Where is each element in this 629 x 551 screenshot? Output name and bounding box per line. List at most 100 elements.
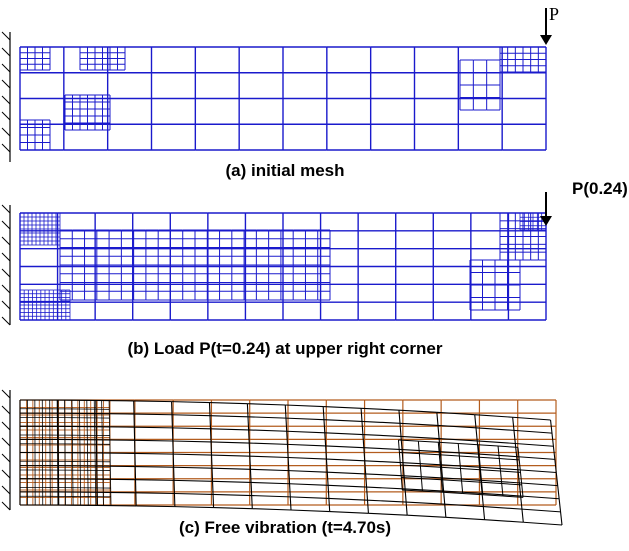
mesh-line xyxy=(247,416,287,419)
mesh-line xyxy=(249,455,289,459)
mesh-line xyxy=(173,466,213,469)
caption: (b) Load P(t=0.24) at upper right corner xyxy=(127,339,442,358)
mesh-line xyxy=(96,465,136,468)
mesh-line xyxy=(519,482,558,487)
mesh-line xyxy=(422,490,443,493)
mesh-line xyxy=(1,421,11,431)
mesh-line xyxy=(329,510,369,514)
mesh-line xyxy=(401,477,422,480)
mesh-line xyxy=(406,501,445,505)
mesh-line xyxy=(286,430,325,434)
mesh-line xyxy=(328,484,367,488)
mesh-line xyxy=(171,401,210,404)
mesh-line xyxy=(1,268,11,278)
mesh-line xyxy=(134,452,174,455)
mesh-line xyxy=(475,427,515,431)
mesh-line xyxy=(438,441,459,444)
mesh-line xyxy=(418,440,439,443)
mesh-line xyxy=(483,506,522,510)
mesh-line xyxy=(96,439,135,441)
mesh-line xyxy=(399,422,439,427)
load-label: P xyxy=(549,4,559,24)
load-arrow xyxy=(540,216,552,226)
mesh-line xyxy=(363,447,403,451)
mesh-line xyxy=(174,492,214,495)
mesh-line xyxy=(419,453,440,456)
mesh-line xyxy=(1,300,11,310)
mesh-line xyxy=(439,438,478,442)
mesh-line xyxy=(134,426,173,429)
mesh-line xyxy=(290,496,329,499)
mesh-line xyxy=(209,415,249,418)
mesh-line xyxy=(171,414,211,417)
mesh-line xyxy=(1,95,11,105)
mesh-line xyxy=(172,427,211,430)
mesh-line xyxy=(213,493,252,497)
mesh-line xyxy=(478,444,499,447)
mesh-line xyxy=(404,475,443,479)
mesh-line xyxy=(1,204,11,214)
mesh-line xyxy=(210,428,249,431)
mesh-line xyxy=(407,514,446,518)
mesh-line xyxy=(1,143,11,153)
mesh-line xyxy=(520,495,560,500)
mesh-line xyxy=(403,462,442,466)
caption: (a) initial mesh xyxy=(225,161,344,180)
mesh-line xyxy=(361,420,401,424)
mesh-line xyxy=(477,440,516,445)
mesh-line xyxy=(247,403,286,406)
mesh-line xyxy=(513,429,553,434)
mesh-line xyxy=(1,79,11,89)
mesh-line xyxy=(440,466,461,469)
mesh-line xyxy=(462,492,483,496)
mesh-line xyxy=(1,485,11,495)
mesh-line xyxy=(480,469,501,472)
mesh-line xyxy=(323,419,363,422)
mesh-line xyxy=(173,453,212,456)
mesh-line xyxy=(442,491,463,494)
mesh-line xyxy=(1,31,11,41)
mesh-line xyxy=(287,443,326,447)
mesh-line xyxy=(479,456,500,460)
mesh-line xyxy=(367,499,407,503)
mesh-line xyxy=(402,489,423,492)
mesh-line xyxy=(209,402,248,405)
mesh-line xyxy=(364,460,404,464)
mesh-line xyxy=(328,497,368,501)
mesh-line xyxy=(174,506,214,509)
mesh-line xyxy=(1,405,11,415)
mesh-line xyxy=(479,466,519,471)
mesh-line xyxy=(1,469,11,479)
mesh-line xyxy=(324,432,363,436)
mesh-line xyxy=(366,486,406,490)
mesh-line xyxy=(1,111,11,121)
mesh-line xyxy=(460,467,481,471)
caption: (c) Free vibration (t=4.70s) xyxy=(179,518,391,537)
mesh-line xyxy=(480,479,520,484)
mesh-line xyxy=(399,452,420,455)
mesh-line xyxy=(523,521,563,526)
mesh-line xyxy=(482,494,503,497)
mesh-line xyxy=(248,429,287,432)
mesh-line xyxy=(1,252,11,262)
mesh-line xyxy=(482,492,521,497)
mesh-line xyxy=(437,424,477,429)
mesh-line xyxy=(500,470,521,473)
mesh-line xyxy=(135,479,175,481)
mesh xyxy=(1,8,563,526)
mesh-line xyxy=(398,439,419,442)
mesh-line xyxy=(521,508,561,513)
mesh-line xyxy=(1,437,11,447)
mesh-line xyxy=(444,503,484,508)
mesh-line xyxy=(251,481,290,485)
mesh-line xyxy=(441,479,462,482)
mesh-line xyxy=(365,473,405,477)
mesh-line xyxy=(134,439,173,442)
mesh-line xyxy=(210,441,250,444)
mesh-line xyxy=(478,453,517,458)
mesh-line xyxy=(211,454,250,457)
mesh-line xyxy=(515,442,554,447)
mesh-line xyxy=(95,412,135,415)
mesh-line xyxy=(1,47,11,57)
mesh-line xyxy=(1,236,11,246)
